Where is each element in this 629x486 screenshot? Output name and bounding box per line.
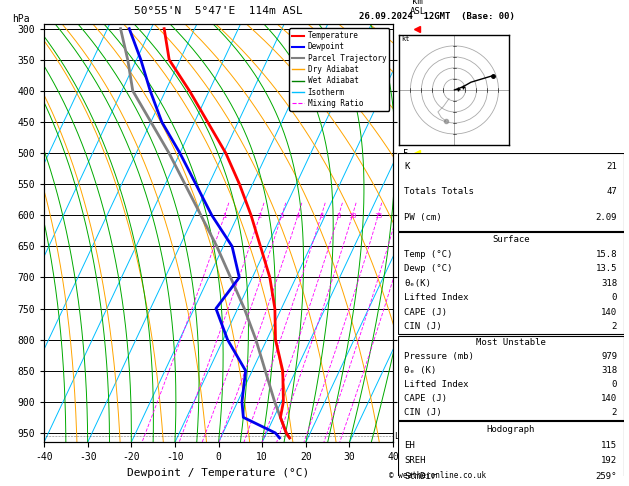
Text: 115: 115: [601, 441, 617, 450]
Text: Totals Totals: Totals Totals: [404, 188, 474, 196]
Text: 10: 10: [348, 213, 357, 219]
Text: 0: 0: [612, 380, 617, 389]
Bar: [398, 153, 624, 231]
Text: Mixing Ratio (g/kg): Mixing Ratio (g/kg): [434, 186, 443, 281]
Text: θₑ(K): θₑ(K): [404, 278, 431, 288]
Text: Hodograph: Hodograph: [487, 425, 535, 434]
Text: 21: 21: [606, 161, 617, 171]
Text: 47: 47: [606, 188, 617, 196]
Text: 26.09.2024  12GMT  (Base: 00): 26.09.2024 12GMT (Base: 00): [359, 12, 515, 21]
Text: 1: 1: [223, 213, 227, 219]
Text: PW (cm): PW (cm): [404, 213, 442, 222]
Text: EH: EH: [404, 441, 415, 450]
Text: StmDir: StmDir: [404, 472, 437, 481]
Text: CIN (J): CIN (J): [404, 322, 442, 331]
Legend: Temperature, Dewpoint, Parcel Trajectory, Dry Adiabat, Wet Adiabat, Isotherm, Mi: Temperature, Dewpoint, Parcel Trajectory…: [289, 28, 389, 111]
Text: Temp (°C): Temp (°C): [404, 250, 453, 259]
Text: Lifted Index: Lifted Index: [404, 293, 469, 302]
Text: SREH: SREH: [404, 456, 426, 466]
Text: 2: 2: [258, 213, 262, 219]
Text: 15.8: 15.8: [596, 250, 617, 259]
Text: km
ASL: km ASL: [409, 0, 426, 16]
Text: 13.5: 13.5: [596, 264, 617, 273]
Text: 6: 6: [320, 213, 323, 219]
Text: CAPE (J): CAPE (J): [404, 394, 447, 403]
Text: Lifted Index: Lifted Index: [404, 380, 469, 389]
Text: Pressure (mb): Pressure (mb): [404, 352, 474, 361]
Text: 4: 4: [296, 213, 300, 219]
Text: Most Unstable: Most Unstable: [476, 338, 546, 347]
Text: Surface: Surface: [492, 235, 530, 244]
Text: © weatheronline.co.uk: © weatheronline.co.uk: [389, 471, 486, 480]
Text: θₑ (K): θₑ (K): [404, 366, 437, 375]
Bar: [398, 421, 624, 486]
Text: 140: 140: [601, 394, 617, 403]
Text: kt: kt: [401, 36, 410, 42]
Text: 979: 979: [601, 352, 617, 361]
Text: 50°55'N  5°47'E  114m ASL: 50°55'N 5°47'E 114m ASL: [134, 6, 303, 16]
Text: LCL: LCL: [394, 432, 409, 440]
Text: 2: 2: [612, 408, 617, 417]
Bar: [398, 232, 624, 334]
Text: 318: 318: [601, 278, 617, 288]
Bar: [398, 336, 624, 420]
X-axis label: Dewpoint / Temperature (°C): Dewpoint / Temperature (°C): [128, 468, 309, 478]
Text: 2.09: 2.09: [596, 213, 617, 222]
Text: 3: 3: [280, 213, 284, 219]
Text: 140: 140: [601, 308, 617, 317]
Text: 259°: 259°: [596, 472, 617, 481]
Text: K: K: [404, 161, 409, 171]
Text: 192: 192: [601, 456, 617, 466]
Text: CAPE (J): CAPE (J): [404, 308, 447, 317]
Text: 15: 15: [374, 213, 382, 219]
Text: hPa: hPa: [13, 14, 30, 24]
Text: Dewp (°C): Dewp (°C): [404, 264, 453, 273]
Text: 8: 8: [337, 213, 341, 219]
Text: 318: 318: [601, 366, 617, 375]
Text: 0: 0: [612, 293, 617, 302]
Text: 2: 2: [612, 322, 617, 331]
Text: CIN (J): CIN (J): [404, 408, 442, 417]
